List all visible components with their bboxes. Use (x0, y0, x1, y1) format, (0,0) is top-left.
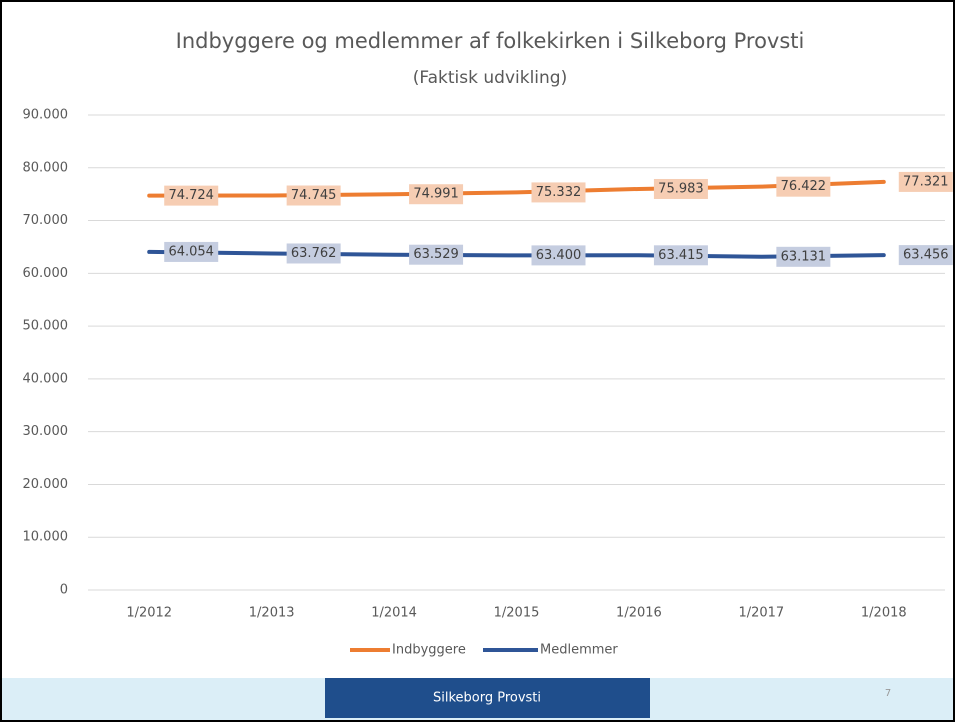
y-tick-label: 20.000 (23, 477, 69, 492)
x-tick-label: 1/2013 (249, 606, 295, 621)
series-line (147, 249, 886, 259)
value-label-bg (286, 185, 341, 206)
footer-box (325, 678, 650, 718)
legend-label: Indbyggere (392, 643, 466, 658)
chart-subtitle: (Faktisk udvikling) (413, 68, 567, 88)
value-label: 74.724 (168, 188, 214, 203)
y-tick-label: 30.000 (23, 424, 69, 439)
value-label: 63.762 (291, 246, 337, 261)
y-tick-label: 0 (60, 583, 68, 598)
value-label-bg (164, 185, 219, 206)
value-label: 63.415 (658, 248, 704, 263)
y-tick-label: 10.000 (23, 530, 69, 545)
legend-label: Medlemmer (540, 643, 618, 658)
value-label-bg (776, 176, 831, 197)
chart-title: Indbyggere og medlemmer af folkekirken i… (176, 29, 805, 53)
value-label: 75.983 (658, 181, 704, 196)
value-label-bg (409, 184, 464, 205)
value-label: 63.529 (413, 247, 459, 262)
y-tick-label: 70.000 (23, 213, 69, 228)
y-tick-label: 90.000 (23, 108, 69, 123)
y-tick-label: 80.000 (23, 160, 69, 175)
value-label-bg (898, 245, 953, 266)
series-line (147, 179, 886, 198)
value-label: 75.332 (536, 185, 582, 200)
value-label-bg (164, 241, 219, 262)
value-label: 76.422 (781, 179, 827, 194)
y-tick-label: 60.000 (23, 266, 69, 281)
footer-text: Silkeborg Provsti (433, 691, 541, 706)
x-tick-label: 1/2018 (861, 606, 907, 621)
value-label-bg (286, 243, 341, 264)
value-label: 74.991 (413, 187, 459, 202)
value-label-bg (653, 245, 708, 266)
value-label-bg (531, 245, 586, 266)
value-label-bg (898, 171, 953, 192)
y-tick-label: 50.000 (23, 319, 69, 334)
value-label-bg (531, 182, 586, 203)
value-label: 64.054 (168, 244, 214, 259)
y-tick-label: 40.000 (23, 371, 69, 386)
value-label-bg (653, 178, 708, 199)
value-label: 63.131 (781, 249, 827, 264)
value-label: 63.456 (903, 248, 949, 263)
value-label-bg (409, 244, 464, 265)
x-tick-label: 1/2015 (494, 606, 540, 621)
x-tick-label: 1/2017 (738, 606, 784, 621)
page-number: 7 (885, 688, 891, 699)
value-label-bg (776, 246, 831, 267)
x-tick-label: 1/2016 (616, 606, 662, 621)
x-tick-label: 1/2014 (371, 606, 417, 621)
value-label: 77.321 (903, 174, 949, 189)
value-label: 63.400 (536, 248, 582, 263)
x-tick-label: 1/2012 (126, 606, 172, 621)
value-label: 74.745 (291, 188, 337, 203)
